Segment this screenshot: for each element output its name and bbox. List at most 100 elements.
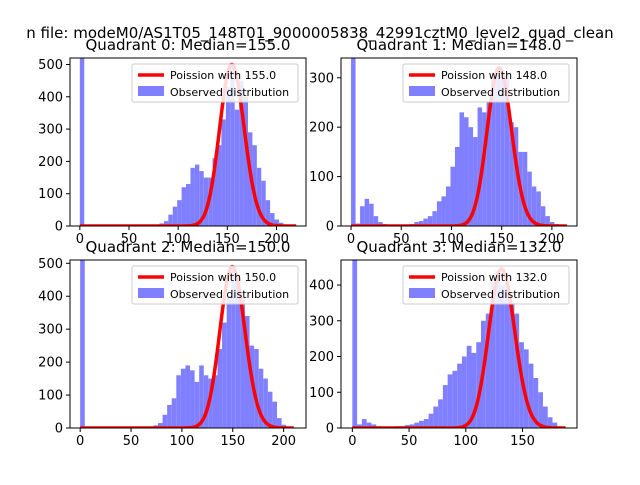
y-tick-label: 300 — [309, 71, 334, 86]
legend: Poission with 148.0 Observed distribution — [402, 63, 570, 103]
histogram-bar — [235, 283, 241, 428]
x-tick-label: 50 — [121, 232, 138, 247]
axes-frame — [340, 57, 578, 227]
histogram-bar — [263, 378, 268, 428]
histogram-bar — [194, 381, 200, 428]
histogram-bar — [538, 392, 543, 428]
legend-label-poisson: Poission with 132.0 — [441, 271, 547, 284]
histogram-bar — [540, 206, 546, 226]
histogram-bar — [504, 288, 510, 428]
histogram-bar — [252, 145, 257, 226]
histogram-bar — [500, 77, 505, 226]
histogram-bar — [190, 167, 195, 226]
x-tick-label: 100 — [439, 232, 464, 247]
legend-patch-swatch — [138, 288, 164, 298]
histogram-bar — [222, 322, 227, 428]
histogram-bar — [364, 198, 370, 226]
histogram-bar — [432, 211, 437, 226]
histogram-bar — [180, 368, 186, 428]
histogram-bar — [552, 422, 558, 428]
histogram-bar — [528, 363, 534, 428]
histogram-bar — [452, 370, 458, 428]
histogram-bar — [177, 200, 182, 226]
x-tick-label: 150 — [510, 434, 535, 449]
figure-suptitle: n file: modeM0/AS1T05_148T01_9000005838_… — [26, 24, 613, 43]
y-tick-label: 400 — [309, 279, 334, 294]
histogram-bar — [436, 201, 442, 226]
histogram-bar — [352, 260, 358, 428]
legend: Poission with 155.0 Observed distribution — [131, 63, 299, 103]
histogram-bar — [244, 316, 250, 428]
histogram-bar — [409, 424, 415, 428]
histogram-bar — [240, 296, 245, 428]
histogram-bar — [79, 58, 85, 226]
histogram-bar — [261, 180, 266, 226]
histogram-bar — [447, 374, 453, 428]
x-tick-label: 100 — [453, 434, 478, 449]
x-tick-label: 0 — [347, 232, 355, 247]
histogram-bar — [419, 420, 424, 428]
histogram-bar — [199, 171, 204, 226]
histogram-bar — [438, 399, 443, 428]
x-tick-label: 200 — [264, 232, 289, 247]
axes-frame — [69, 57, 307, 227]
x-tick-label: 100 — [169, 434, 194, 449]
histogram-bar — [351, 58, 356, 226]
histogram-bar — [500, 285, 505, 428]
histogram-bar — [254, 348, 259, 428]
histogram-bar — [221, 119, 226, 226]
chart-title: Quadrant 1: Median=148.0 — [357, 36, 562, 54]
histogram-bar — [199, 365, 204, 428]
histogram-bar — [208, 177, 213, 226]
chart-title: Quadrant 0: Median=155.0 — [86, 36, 291, 54]
legend-label-poisson: Poission with 155.0 — [170, 69, 276, 82]
x-tick-label: 150 — [220, 434, 245, 449]
chart-quadrant-0: 0 50 100 150 200 0 100 200 300 400 500 Poission wit… — [38, 36, 307, 247]
histogram-bar — [194, 164, 200, 226]
legend-label-poisson: Poission with 148.0 — [441, 69, 547, 82]
histogram-bar — [366, 422, 372, 428]
histogram-bar — [542, 406, 548, 428]
histogram-bar — [514, 313, 520, 428]
legend-label-poisson: Poission with 150.0 — [170, 271, 276, 284]
histogram-bar — [536, 191, 541, 226]
legend-box — [402, 265, 570, 305]
histogram-bar — [533, 377, 539, 428]
histogram-bar — [267, 391, 273, 428]
histogram-bar — [360, 206, 365, 226]
histogram-bar — [427, 216, 433, 226]
histogram-bar — [477, 107, 483, 226]
histogram-bar — [378, 222, 383, 226]
histogram-bar — [428, 413, 434, 428]
histogram-bar — [418, 221, 424, 226]
x-tick-label: 50 — [393, 232, 410, 247]
histogram-bar — [414, 422, 420, 428]
histogram-bar — [486, 102, 492, 226]
histogram-bar — [163, 221, 169, 226]
histogram-bar — [523, 349, 529, 428]
histogram-bar — [272, 401, 278, 428]
histogram-bar — [495, 270, 501, 428]
chart-quadrant-1: 0 50 100 150 200 0 100 200 300 Poission with 148.… — [309, 36, 578, 247]
axes-frame — [69, 259, 307, 429]
y-tick-label: 200 — [309, 121, 334, 136]
legend-label-observed: Observed distribution — [441, 288, 560, 301]
histogram-bar — [186, 184, 191, 226]
x-tick-label: 0 — [348, 434, 356, 449]
histogram-bar — [185, 365, 191, 428]
histogram-bar — [157, 423, 163, 428]
y-tick-label: 0 — [326, 220, 334, 235]
histogram-bar — [230, 67, 235, 226]
histogram-bar — [217, 348, 223, 428]
histogram-bar — [476, 342, 482, 428]
legend: Poission with 132.0 Observed distribution — [402, 265, 570, 305]
y-tick-label: 0 — [55, 422, 63, 437]
histogram-bar — [445, 186, 451, 226]
histogram-bar — [433, 406, 439, 428]
x-tick-label: 100 — [166, 232, 191, 247]
chart-quadrant-2: 0 50 100 150 200 0 100 200 300 400 500 Poission wit… — [38, 238, 307, 449]
histogram-bar — [495, 67, 501, 226]
y-tick-label: 200 — [309, 350, 334, 365]
histogram-bar — [466, 345, 472, 428]
